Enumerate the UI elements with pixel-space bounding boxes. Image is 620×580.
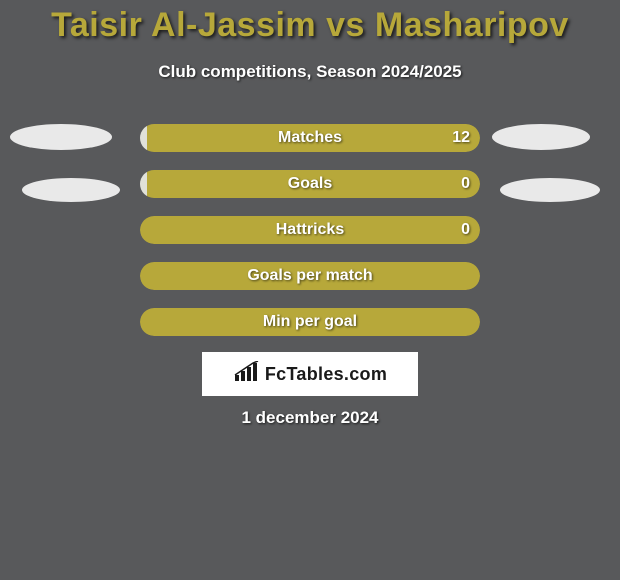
bar-goals-right (147, 170, 480, 198)
bar-goals-value: 0 (461, 170, 470, 198)
bar-matches-right (147, 124, 480, 152)
bar-gpm-right (310, 262, 480, 290)
player-left-ellipse-1 (10, 124, 112, 150)
player-right-ellipse-1 (492, 124, 590, 150)
player-right-ellipse-2 (500, 178, 600, 202)
subtitle: Club competitions, Season 2024/2025 (0, 62, 620, 82)
bar-goals-per-match: Goals per match (140, 262, 480, 290)
footer-date: 1 december 2024 (0, 408, 620, 428)
brand-box: FcTables.com (202, 352, 418, 396)
bar-goals: Goals 0 (140, 170, 480, 198)
bar-mpg-left (140, 308, 310, 336)
bar-hattricks: Hattricks 0 (140, 216, 480, 244)
bar-matches: Matches 12 (140, 124, 480, 152)
bar-matches-left (140, 124, 147, 152)
bar-hattricks-left (140, 216, 310, 244)
stat-bars: Matches 12 Goals 0 Hattricks 0 Goals per… (140, 124, 480, 354)
page-title: Taisir Al-Jassim vs Masharipov (0, 6, 620, 45)
bar-gpm-left (140, 262, 310, 290)
bar-hattricks-value: 0 (461, 216, 470, 244)
bar-chart-icon (233, 361, 259, 388)
bar-matches-value: 12 (452, 124, 470, 152)
bar-min-per-goal: Min per goal (140, 308, 480, 336)
comparison-infographic: Taisir Al-Jassim vs Masharipov Club comp… (0, 0, 620, 580)
bar-hattricks-right (310, 216, 480, 244)
bar-goals-left (140, 170, 147, 198)
brand-text: FcTables.com (265, 364, 387, 385)
bar-mpg-right (310, 308, 480, 336)
player-left-ellipse-2 (22, 178, 120, 202)
